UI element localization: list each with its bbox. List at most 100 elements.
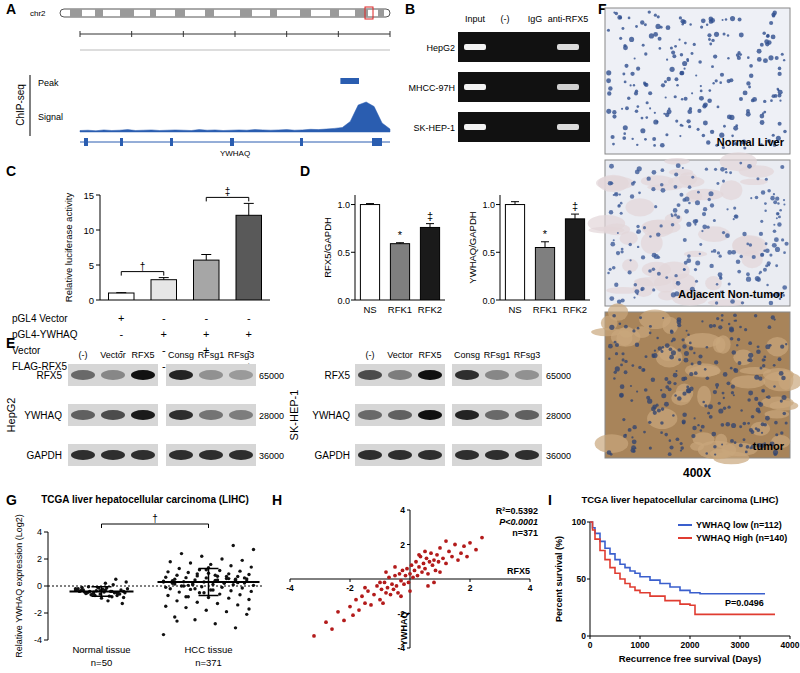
ihc-nucleus xyxy=(697,191,700,194)
ihc-nucleus xyxy=(709,415,713,419)
sd-bar xyxy=(199,568,219,595)
ihc-nucleus xyxy=(621,352,624,355)
ihc-nucleus xyxy=(744,328,747,331)
ihc-nucleus xyxy=(748,391,753,396)
ihc-nucleus xyxy=(624,81,627,84)
y-tick xyxy=(96,230,100,231)
ihc-texture xyxy=(668,176,704,188)
ihc-nucleus xyxy=(680,53,683,56)
ideogram-band xyxy=(120,9,134,17)
ihc-nucleus xyxy=(722,180,725,183)
dot xyxy=(202,591,205,594)
gel-band xyxy=(524,44,546,50)
panel-letter: H xyxy=(272,492,282,508)
ihc-nucleus xyxy=(734,441,737,444)
blot-strip xyxy=(68,364,158,386)
point xyxy=(422,562,426,566)
ihc-nucleus xyxy=(632,329,635,332)
blot-strip xyxy=(166,444,256,466)
ihc-nucleus xyxy=(636,225,639,228)
ihc-nucleus xyxy=(775,264,778,267)
ihc-nucleus xyxy=(760,253,764,257)
ihc-nucleus xyxy=(721,423,725,427)
dot xyxy=(175,574,178,577)
ihc-nucleus xyxy=(756,428,760,432)
blot-band xyxy=(229,370,253,380)
ihc-nucleus xyxy=(713,324,716,327)
error-bar xyxy=(201,255,211,261)
ihc-nucleus xyxy=(612,114,616,118)
dot xyxy=(211,588,214,591)
ihc-nucleus xyxy=(679,71,683,75)
ihc-nucleus xyxy=(731,391,734,394)
point xyxy=(402,582,406,586)
dot xyxy=(205,576,208,579)
ihc-nucleus xyxy=(698,354,702,358)
dot xyxy=(196,572,199,575)
ihc-nucleus xyxy=(693,219,698,224)
ihc-nucleus xyxy=(749,428,753,432)
ihc-nucleus xyxy=(686,330,688,332)
point xyxy=(426,572,430,576)
point xyxy=(410,563,414,567)
gene-line xyxy=(80,142,390,143)
dot xyxy=(115,594,118,597)
ihc-nucleus xyxy=(695,260,700,265)
condition-sign: - xyxy=(247,312,251,324)
ihc-nucleus xyxy=(718,402,721,405)
blot-band xyxy=(418,450,442,460)
ihc-nucleus xyxy=(622,136,626,140)
ihc-nucleus xyxy=(633,84,635,86)
ihc-texture xyxy=(715,434,727,448)
protein-label: RFX5 xyxy=(36,370,62,381)
point xyxy=(450,555,454,559)
dot xyxy=(164,586,167,589)
ihc-nucleus xyxy=(624,370,628,374)
y-tick-label: 10 xyxy=(83,225,94,236)
dot xyxy=(193,587,196,590)
ihc-nucleus xyxy=(631,436,633,438)
point xyxy=(390,582,394,586)
x-tick xyxy=(690,636,691,639)
ihc-nucleus xyxy=(778,67,782,71)
ideogram-band xyxy=(355,9,368,17)
ihc-nucleus xyxy=(621,299,625,303)
y-tick-label: 4 xyxy=(400,505,405,515)
blot-strip xyxy=(452,444,542,466)
ihc-nucleus xyxy=(669,445,673,449)
ihc-nucleus xyxy=(765,416,770,421)
ihc-texture xyxy=(739,367,771,374)
ihc-image xyxy=(605,312,790,458)
track-bracket xyxy=(30,75,31,136)
dot xyxy=(238,593,241,596)
annotation: P<0.0001 xyxy=(499,517,538,527)
point xyxy=(407,581,411,585)
ihc-nucleus xyxy=(694,417,696,419)
ideogram-band xyxy=(70,9,82,17)
bar xyxy=(360,205,379,300)
ihc-nucleus xyxy=(689,372,693,376)
ihc-texture xyxy=(716,335,731,353)
ihc-nucleus xyxy=(617,204,620,207)
ihc-nucleus xyxy=(672,54,676,58)
dot xyxy=(243,576,246,579)
ihc-nucleus xyxy=(620,202,623,205)
ihc-nucleus xyxy=(695,200,700,205)
sig-label: * xyxy=(398,229,403,241)
point xyxy=(417,553,421,557)
dot xyxy=(187,571,190,574)
ihc-nucleus xyxy=(607,450,612,455)
y-axis-label: RFX5/GAPDH xyxy=(322,217,333,278)
ihc-texture xyxy=(665,214,682,224)
ihc-nucleus xyxy=(757,57,762,62)
ihc-nucleus xyxy=(652,288,655,291)
point xyxy=(384,591,388,595)
ihc-nucleus xyxy=(614,371,617,374)
ihc-nucleus xyxy=(665,343,670,348)
ihc-nucleus xyxy=(738,18,742,22)
y-tick xyxy=(96,195,100,196)
ihc-nucleus xyxy=(747,422,750,425)
ihc-nucleus xyxy=(766,34,769,37)
x-tick xyxy=(590,636,591,639)
dot xyxy=(184,595,187,598)
